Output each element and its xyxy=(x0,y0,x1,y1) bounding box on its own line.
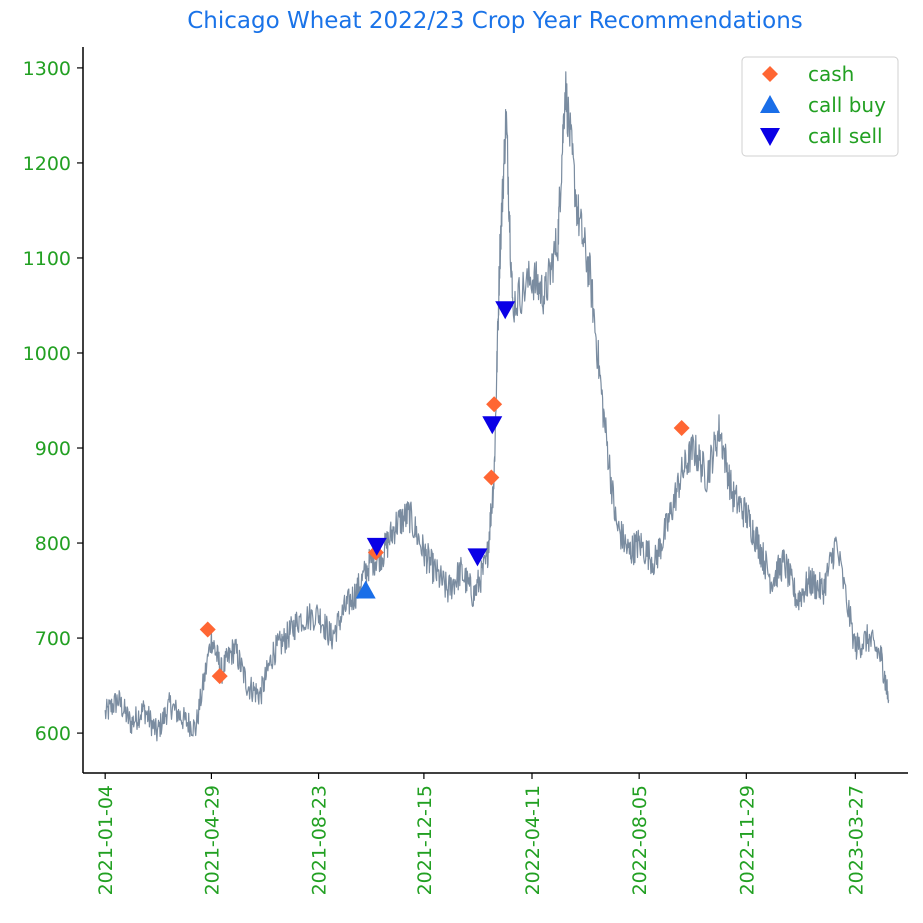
x-tick-label: 2022-11-29 xyxy=(736,785,758,895)
y-tick-label: 1100 xyxy=(23,248,71,270)
chart-title: Chicago Wheat 2022/23 Crop Year Recommen… xyxy=(187,8,803,34)
legend-cash-symbol xyxy=(762,66,778,82)
y-tick-label: 900 xyxy=(35,438,71,460)
call-sell-marker xyxy=(366,537,387,556)
cash-marker xyxy=(486,396,503,413)
y-tick-label: 700 xyxy=(35,628,71,650)
y-tick-label: 1200 xyxy=(23,153,71,175)
call-buy-marker xyxy=(355,580,376,599)
cash-marker xyxy=(211,668,228,685)
y-tick-label: 1000 xyxy=(23,343,71,365)
x-tick-label: 2021-08-23 xyxy=(309,785,331,895)
x-tick-label: 2022-08-05 xyxy=(629,785,651,895)
x-tick-label: 2023-03-27 xyxy=(845,785,867,895)
cash-marker xyxy=(483,469,500,486)
plot-area xyxy=(104,71,890,742)
y-tick-label: 800 xyxy=(35,533,71,555)
legend-box xyxy=(741,56,899,157)
legend-call-buy-symbol xyxy=(760,95,780,113)
legend: cash call buy call sell xyxy=(741,56,899,157)
legend-cash-label: cash xyxy=(808,62,854,86)
legend-call-buy-label: call buy xyxy=(808,93,886,117)
cash-marker xyxy=(199,621,216,638)
y-tick-label: 600 xyxy=(35,723,71,745)
cash-marker xyxy=(673,420,690,437)
axes: 600 700 800 900 1000 1100 1200 1300 2021-01-04 20… xyxy=(23,47,908,895)
y-tick-label: 1300 xyxy=(23,58,71,80)
legend-call-sell-symbol xyxy=(760,128,780,146)
call-sell-marker xyxy=(467,548,488,567)
x-tick-label: 2022-04-11 xyxy=(522,785,544,895)
x-tick-label: 2021-01-04 xyxy=(95,785,117,895)
call-sell-marker xyxy=(495,301,516,320)
legend-call-sell-label: call sell xyxy=(808,124,883,148)
x-tick-label: 2021-12-15 xyxy=(414,785,436,895)
x-tick-label: 2021-04-29 xyxy=(201,785,223,895)
call-sell-marker xyxy=(482,416,503,435)
price-series-line xyxy=(104,71,890,742)
